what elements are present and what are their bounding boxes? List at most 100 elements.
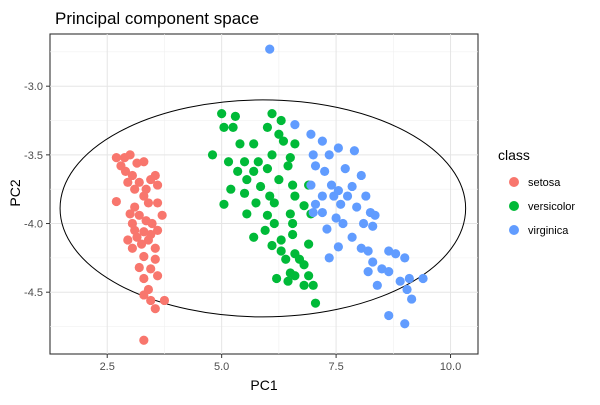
point-versicolor — [290, 191, 300, 201]
point-setosa — [120, 166, 131, 176]
point-virginica — [290, 120, 300, 130]
point-versicolor — [249, 232, 259, 242]
point-versicolor — [262, 163, 273, 174]
point-setosa — [152, 225, 163, 235]
point-versicolor — [235, 139, 245, 149]
point-setosa — [143, 198, 154, 208]
x-tick-label: 10.0 — [440, 361, 461, 373]
point-virginica — [400, 253, 410, 263]
point-versicolor — [267, 150, 277, 160]
point-versicolor — [262, 122, 273, 132]
point-versicolor — [242, 209, 252, 219]
point-virginica — [331, 213, 341, 223]
point-virginica — [363, 266, 373, 277]
point-versicolor — [228, 122, 238, 132]
point-setosa — [139, 335, 149, 345]
point-versicolor — [278, 136, 289, 146]
point-versicolor — [299, 280, 309, 290]
point-setosa — [130, 184, 140, 194]
point-versicolor — [226, 184, 236, 194]
point-virginica — [358, 218, 369, 229]
point-virginica — [363, 246, 373, 256]
point-versicolor — [299, 201, 309, 211]
y-tick-label: -3.5 — [24, 150, 43, 162]
point-virginica — [308, 207, 318, 218]
point-virginica — [306, 129, 316, 139]
point-versicolor — [288, 218, 298, 229]
point-virginica — [333, 242, 343, 252]
point-setosa — [152, 271, 163, 281]
chart-title: Principal component space — [55, 9, 259, 28]
x-tick-label: 7.5 — [328, 361, 343, 373]
point-virginica — [320, 166, 330, 176]
x-axis-label: PC1 — [250, 377, 277, 393]
y-axis-label: PC2 — [7, 179, 23, 206]
point-setosa — [146, 295, 156, 306]
point-virginica — [418, 273, 428, 284]
point-virginica — [347, 232, 357, 242]
point-virginica — [329, 191, 339, 201]
point-setosa — [134, 210, 144, 220]
point-versicolor — [267, 240, 277, 251]
point-versicolor — [274, 129, 284, 139]
point-versicolor — [262, 210, 273, 220]
legend-label-versicolor: versicolor — [528, 201, 575, 213]
point-setosa — [152, 180, 163, 190]
point-versicolor — [265, 191, 275, 201]
points-layer — [111, 44, 428, 345]
point-virginica — [306, 180, 316, 190]
point-virginica — [324, 150, 334, 160]
point-virginica — [347, 181, 357, 192]
point-versicolor — [242, 174, 252, 185]
point-virginica — [361, 191, 371, 201]
point-versicolor — [217, 109, 227, 119]
point-versicolor — [290, 139, 300, 149]
point-versicolor — [260, 225, 270, 235]
point-versicolor — [281, 254, 291, 264]
legend: class setosa versicolor virginica — [498, 147, 575, 237]
point-virginica — [338, 218, 348, 229]
point-versicolor — [249, 166, 259, 176]
point-setosa — [132, 158, 142, 168]
point-virginica — [370, 210, 380, 220]
point-virginica — [368, 257, 378, 267]
x-axis: 2.5 5.0 7.5 10.0 — [100, 354, 461, 373]
ellipse-layer — [59, 99, 467, 318]
point-virginica — [400, 319, 410, 329]
point-versicolor — [283, 276, 293, 286]
point-setosa — [139, 157, 149, 167]
point-versicolor — [269, 218, 279, 229]
point-versicolor — [219, 122, 229, 132]
point-versicolor — [285, 153, 295, 163]
point-versicolor — [251, 198, 261, 208]
y-tick-label: -4.5 — [24, 287, 43, 299]
point-virginica — [407, 294, 417, 304]
plot-panel — [49, 33, 479, 355]
legend-label-virginica: virginica — [528, 225, 569, 237]
point-setosa — [150, 304, 160, 314]
point-setosa — [127, 170, 137, 181]
point-versicolor — [304, 239, 314, 249]
point-virginica — [368, 221, 378, 231]
point-setosa — [159, 295, 170, 306]
point-setosa — [139, 191, 149, 201]
legend-title: class — [498, 147, 530, 163]
point-setosa — [136, 239, 147, 249]
point-virginica — [352, 202, 362, 212]
point-setosa — [111, 196, 121, 207]
point-virginica — [384, 266, 394, 277]
point-virginica — [372, 280, 382, 290]
point-versicolor — [271, 273, 282, 284]
point-virginica — [310, 161, 321, 171]
point-versicolor — [253, 157, 263, 167]
point-versicolor — [239, 188, 250, 198]
point-versicolor — [283, 161, 293, 171]
point-versicolor — [219, 199, 229, 209]
point-versicolor — [274, 174, 284, 185]
point-setosa — [146, 264, 156, 274]
point-setosa — [134, 177, 144, 187]
point-versicolor — [310, 298, 321, 308]
y-axis: -4.5 -4.0 -3.5 -3.0 — [24, 81, 50, 299]
point-versicolor — [304, 271, 314, 281]
